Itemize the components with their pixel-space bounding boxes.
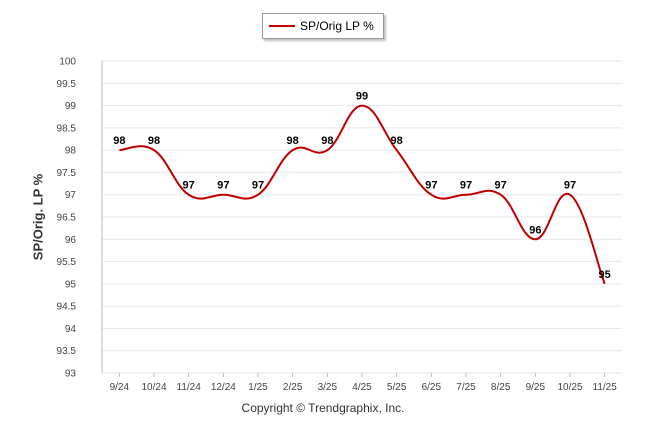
data-label: 98 bbox=[287, 135, 299, 147]
y-tick-label: 97.5 bbox=[57, 168, 77, 179]
x-tick-label: 12/24 bbox=[211, 382, 236, 393]
y-tick-label: 96 bbox=[65, 235, 77, 246]
data-label: 98 bbox=[148, 135, 160, 147]
copyright-caption: Copyright © Trendgraphix, Inc. bbox=[241, 401, 405, 415]
data-label: 97 bbox=[183, 180, 195, 192]
y-tick-label: 94.5 bbox=[57, 302, 77, 313]
series-line bbox=[119, 104, 606, 285]
data-label: 97 bbox=[564, 180, 576, 192]
x-tick-label: 6/25 bbox=[422, 382, 442, 393]
y-tick-label: 97 bbox=[65, 190, 77, 201]
x-tick-label: 11/25 bbox=[593, 382, 618, 393]
data-label: 98 bbox=[321, 135, 333, 147]
data-label: 97 bbox=[425, 180, 437, 192]
y-tick-label: 99 bbox=[65, 101, 77, 112]
y-tick-label: 98.5 bbox=[57, 123, 77, 134]
data-label: 97 bbox=[217, 180, 229, 192]
y-tick-label: 93.5 bbox=[57, 346, 77, 357]
legend-label: SP/Orig LP % bbox=[300, 19, 374, 33]
data-label: 96 bbox=[529, 224, 541, 236]
x-tick-label: 7/25 bbox=[456, 382, 476, 393]
y-tick-label: 94 bbox=[65, 324, 77, 335]
y-tick-label: 95 bbox=[65, 279, 77, 290]
x-tick-label: 9/24 bbox=[110, 382, 130, 393]
y-axis-ticks: 93 93.5 94 94.5 95 95.5 96 96.5 97 97.5 98 98.5 99 99… bbox=[57, 57, 77, 380]
x-tick-label: 11/24 bbox=[177, 382, 202, 393]
y-tick-label: 93 bbox=[65, 369, 77, 380]
x-axis-ticks: 9/24 10/24 11/24 12/24 1/25 2/25 3/25 4/25 5/25 6… bbox=[110, 373, 618, 393]
y-tick-label: 96.5 bbox=[57, 213, 77, 224]
y-axis-label: SP/Orig. LP % bbox=[30, 173, 46, 261]
x-tick-label: 5/25 bbox=[387, 382, 407, 393]
data-label: 98 bbox=[391, 135, 403, 147]
x-tick-label: 4/25 bbox=[352, 382, 372, 393]
legend-swatch bbox=[269, 25, 295, 27]
data-label: 97 bbox=[252, 180, 264, 192]
legend: SP/Orig LP % bbox=[262, 13, 384, 39]
y-tick-label: 99.5 bbox=[57, 79, 77, 90]
data-label: 97 bbox=[460, 180, 472, 192]
grid-lines bbox=[101, 60, 622, 374]
data-label: 95 bbox=[599, 269, 611, 281]
y-tick-label: 98 bbox=[65, 146, 77, 157]
data-labels: 98 98 97 97 97 98 98 99 98 97 97 97 96 97 95 bbox=[113, 91, 611, 281]
data-label: 99 bbox=[356, 91, 368, 103]
data-label: 98 bbox=[113, 135, 125, 147]
x-tick-label: 9/25 bbox=[526, 382, 546, 393]
y-tick-label: 100 bbox=[59, 57, 76, 68]
x-tick-label: 10/24 bbox=[141, 382, 166, 393]
x-tick-label: 10/25 bbox=[557, 382, 582, 393]
x-tick-label: 1/25 bbox=[248, 382, 268, 393]
data-label: 97 bbox=[495, 180, 507, 192]
x-tick-label: 8/25 bbox=[491, 382, 511, 393]
y-tick-label: 95.5 bbox=[57, 257, 77, 268]
x-tick-label: 2/25 bbox=[283, 382, 303, 393]
x-tick-label: 3/25 bbox=[318, 382, 338, 393]
